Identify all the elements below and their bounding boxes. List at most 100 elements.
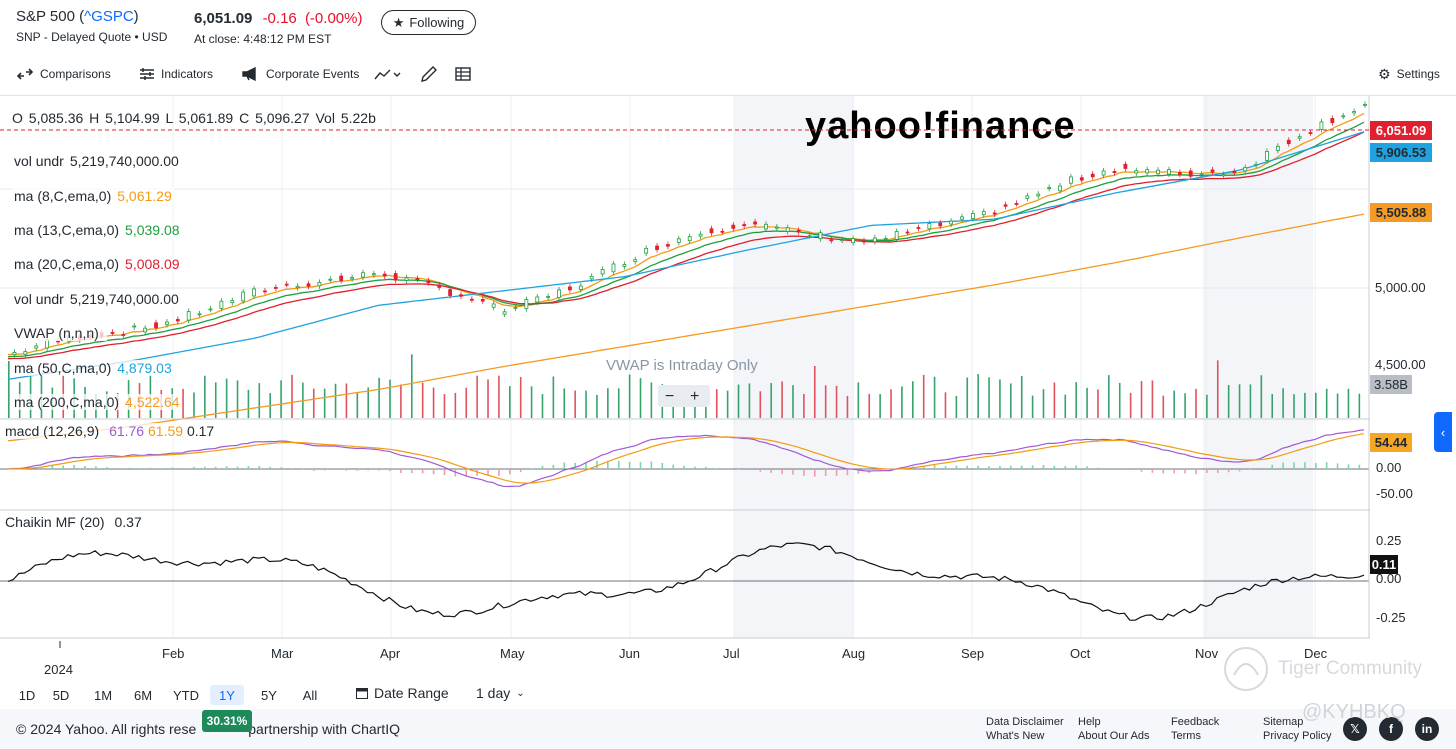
macd-hist-bar: [160, 468, 163, 469]
table-view-button[interactable]: [455, 62, 471, 86]
macd-hist-bar: [705, 466, 707, 469]
zoom-bg: [658, 385, 710, 407]
candle-body: [992, 212, 997, 215]
study-label: ma (200,C,ma,0): [14, 394, 120, 410]
macd-hist-bar: [552, 464, 555, 469]
macd-hist-bar: [781, 469, 783, 475]
candle-body: [764, 223, 768, 230]
macd-hist-bar: [1031, 465, 1034, 469]
range-button-ytd[interactable]: YTD: [173, 687, 199, 703]
macd-hist-bar: [62, 465, 65, 469]
range-button-6m[interactable]: 6M: [133, 687, 153, 703]
x-axis-month-label: Feb: [162, 646, 184, 661]
chevron-left-icon: ‹: [1440, 424, 1446, 440]
zoom-out-button[interactable]: −: [665, 388, 674, 405]
indicators-button[interactable]: Indicators: [139, 62, 213, 86]
range-button-5d[interactable]: 5D: [52, 687, 70, 703]
candle-body: [1199, 173, 1204, 176]
footer-link[interactable]: Privacy Policy: [1263, 730, 1332, 742]
macd-hist-bar: [617, 460, 620, 469]
side-panel-toggle[interactable]: ‹: [1434, 412, 1452, 452]
facebook-icon[interactable]: f: [1379, 717, 1403, 741]
range-button-1m[interactable]: 1M: [93, 687, 113, 703]
x-social-icon[interactable]: 𝕏: [1343, 717, 1367, 741]
macd-hist-bar: [835, 469, 838, 476]
study-label: ma (50,C,ma,0): [14, 360, 112, 376]
volume-bar: [966, 377, 969, 418]
volume-bar: [334, 383, 337, 418]
footer-link[interactable]: Feedback: [1171, 716, 1220, 728]
study-legend-3[interactable]: ma (20,C,ema,0) 5,008.09: [12, 256, 182, 272]
candle-body: [502, 311, 507, 315]
candle-body: [165, 321, 169, 325]
volume-bar: [933, 376, 936, 418]
candle-body: [306, 283, 311, 287]
volume-bar: [846, 395, 849, 418]
footer-link[interactable]: Sitemap: [1263, 716, 1304, 728]
study-legend-5[interactable]: VWAP (n,n,n): [12, 325, 107, 341]
x-axis-month-label: Jun: [619, 646, 640, 661]
settings-button[interactable]: ⚙ Settings: [1378, 65, 1440, 82]
macd-hist-bar: [748, 469, 751, 470]
following-button[interactable]: ★ Following: [381, 10, 476, 35]
chart-type-button[interactable]: [374, 62, 402, 86]
interval-select[interactable]: 1 day ⌄: [476, 685, 525, 701]
footer-link[interactable]: Help: [1078, 716, 1101, 728]
volume-bar: [726, 390, 729, 418]
volume-bar: [519, 376, 522, 418]
footer-link[interactable]: Data Disclaimer: [986, 716, 1064, 728]
study-legend-0[interactable]: vol undr 5,219,740,000.00: [12, 153, 181, 169]
volume-bar: [509, 386, 511, 418]
macd-hist-bar: [138, 468, 141, 469]
close-time: At close: 4:48:12 PM EST: [194, 32, 332, 46]
macd-hist-bar: [1271, 464, 1274, 469]
price-chart[interactable]: yahoo!finance VWAP is Intraday Only − + …: [0, 96, 1456, 676]
study-label: ma (20,C,ema,0): [14, 256, 120, 272]
volume-bar: [639, 378, 642, 418]
macd-hist-bar: [487, 469, 489, 476]
candle-body: [851, 238, 855, 244]
study-legend-2[interactable]: ma (13,C,ema,0) 5,039.08: [12, 222, 182, 238]
x-axis: 2024 Feb Mar Apr May Jun Jul Aug Sep Oct Nov Dec: [44, 641, 1328, 676]
volume-bar: [312, 388, 315, 418]
footer-links-col: Feedback Terms: [1171, 715, 1219, 743]
linkedin-icon[interactable]: in: [1415, 717, 1439, 741]
range-button-1d[interactable]: 1D: [18, 687, 36, 703]
candle-body: [23, 351, 28, 355]
macd-hist-bar: [672, 464, 674, 469]
footer-link[interactable]: Terms: [1171, 730, 1201, 742]
macd-hist-bar: [1162, 469, 1165, 474]
study-legend-7[interactable]: ma (200,C,ma,0) 4,522.64: [12, 394, 182, 410]
candle-body: [600, 269, 605, 275]
study-legend-4[interactable]: vol undr 5,219,740,000.00: [12, 291, 181, 307]
range-button-5y[interactable]: 5Y: [261, 687, 277, 703]
candle-body: [829, 239, 834, 242]
draw-button[interactable]: [420, 62, 438, 86]
footer-link[interactable]: About Our Ads: [1078, 730, 1150, 742]
range-button-1y[interactable]: 1Y: [210, 685, 244, 705]
comparisons-button[interactable]: Comparisons: [16, 62, 111, 86]
study-legend-6[interactable]: ma (50,C,ma,0) 4,879.03: [12, 360, 174, 376]
candle-body: [1232, 171, 1237, 174]
symbol-link[interactable]: ^GSPC: [84, 8, 134, 25]
candle-body: [720, 230, 725, 233]
price-axis-label: 4,500.00: [1375, 357, 1426, 372]
volume-bar: [912, 381, 914, 418]
study-legend-1[interactable]: ma (8,C,ema,0) 5,061.29: [12, 188, 174, 204]
candle-body: [491, 303, 496, 308]
candle-body: [1188, 170, 1193, 177]
study-value: 4,879.03: [117, 360, 172, 376]
zoom-in-button[interactable]: +: [690, 388, 699, 405]
date-range-button[interactable]: Date Range: [356, 685, 449, 701]
corporate-events-button[interactable]: Corporate Events: [242, 62, 359, 86]
calendar-icon: [356, 688, 368, 699]
volume-bar: [715, 389, 718, 418]
community-watermark: Tiger Community: [1222, 645, 1422, 693]
macd-hist-bar: [574, 462, 576, 469]
footer-link[interactable]: What's New: [986, 730, 1045, 742]
volume-bar: [1336, 393, 1339, 418]
moving-averages: [7, 113, 1365, 442]
volume-bar: [1314, 392, 1317, 418]
candle-body: [1123, 163, 1128, 169]
range-button-all[interactable]: All: [302, 687, 318, 703]
